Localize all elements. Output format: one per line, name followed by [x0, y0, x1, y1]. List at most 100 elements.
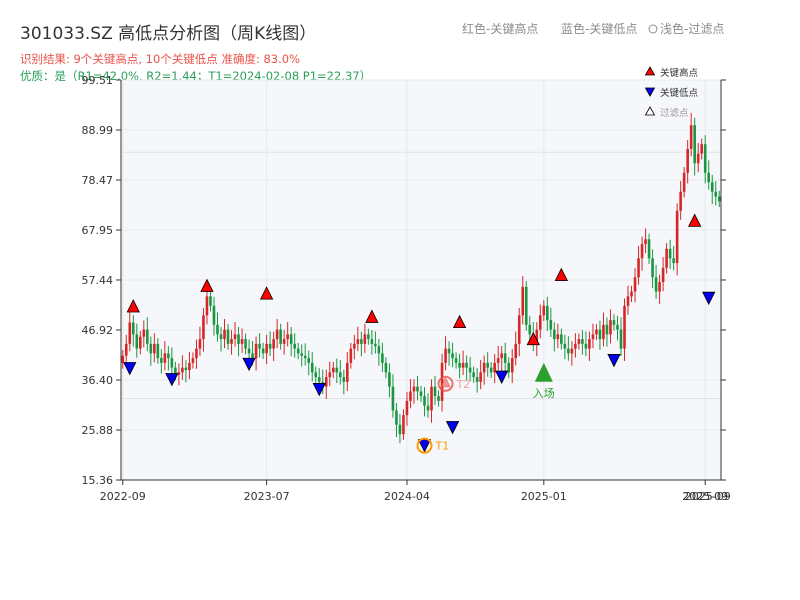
top-legend-light: 浅色-过滤点 — [660, 22, 724, 36]
candle-body — [363, 334, 367, 344]
candle-body — [619, 329, 623, 349]
candle-body — [693, 125, 696, 164]
candle-body — [265, 343, 268, 354]
candle-body — [581, 339, 584, 344]
y-tick-label: 15.36 — [82, 474, 114, 487]
candle-body — [553, 329, 556, 340]
t1-ring — [416, 437, 433, 454]
candle-body — [296, 348, 300, 354]
candle-body — [679, 191, 682, 211]
candle-body — [591, 334, 595, 340]
candle-body — [542, 305, 546, 316]
candle-body — [637, 258, 640, 278]
candle-body — [465, 362, 468, 368]
candle-body — [149, 343, 153, 354]
candle-body — [461, 362, 465, 368]
candle-body — [672, 258, 675, 264]
candle-body — [563, 343, 567, 349]
candle-body — [142, 329, 146, 337]
candle-body — [700, 144, 704, 154]
key-low-marker — [445, 421, 460, 435]
candle-body — [451, 353, 454, 359]
entry-marker — [534, 362, 553, 382]
candle-body — [556, 334, 560, 340]
candle-body — [146, 329, 149, 344]
x-tick-label: 2022-09 — [100, 490, 146, 503]
candle-body — [482, 362, 486, 373]
candle-body — [251, 353, 254, 359]
candle-body — [605, 324, 609, 335]
candle-body — [205, 296, 209, 316]
candle-body — [223, 329, 226, 340]
candle-body — [524, 286, 528, 325]
legend-entry: 关键低点 — [660, 87, 699, 99]
legend-marker — [644, 66, 656, 76]
candle-body — [128, 322, 132, 344]
annotations: T2 T1 入场 — [123, 213, 716, 454]
x-tick-label: 2025-01 — [521, 490, 567, 503]
candle-body — [486, 362, 489, 368]
candle-body — [163, 353, 167, 363]
candle-body — [644, 239, 647, 245]
key-high-marker — [526, 331, 540, 346]
candle-body — [219, 334, 223, 340]
candle-body — [626, 296, 630, 306]
candle-body — [496, 358, 500, 363]
candle-body — [609, 320, 612, 335]
key-low-marker — [495, 370, 509, 384]
candle-body — [177, 372, 181, 375]
candle-body — [717, 196, 721, 202]
candle-body — [124, 343, 128, 356]
candle-body — [560, 334, 563, 344]
candle-body — [549, 320, 553, 330]
candle-body — [409, 391, 412, 401]
candle-body — [454, 358, 458, 363]
candle-body — [279, 329, 282, 344]
key-high-marker — [200, 278, 214, 292]
top-legend-light-marker — [648, 24, 658, 34]
key-low-marker — [607, 354, 621, 368]
candle-body — [191, 358, 195, 363]
candle-body — [268, 343, 272, 349]
candle-body — [374, 343, 377, 347]
candle-body — [517, 315, 521, 344]
result-subtitle: 识别结果: 9个关键高点, 10个关键低点 准确度: 83.0% — [20, 52, 300, 66]
filtered-point-ring — [437, 375, 454, 392]
candle-body — [430, 386, 433, 411]
y-tick-label: 36.40 — [82, 374, 114, 387]
key-low-marker — [312, 383, 326, 397]
candle-body — [131, 322, 135, 335]
candle-body — [233, 334, 237, 340]
candle-body — [640, 244, 644, 259]
candle-body — [402, 415, 405, 435]
candle-body — [538, 315, 542, 330]
candle-body — [510, 358, 514, 373]
candle-body — [468, 367, 472, 373]
candle-body — [170, 358, 174, 368]
candle-body — [216, 324, 219, 335]
candle-body — [174, 367, 177, 375]
x-tick-label: 2025-09 — [682, 490, 728, 503]
candle-body — [282, 339, 286, 344]
candle-body — [342, 377, 346, 382]
candle-body — [574, 343, 577, 349]
candle-body — [423, 396, 426, 406]
candle-body — [686, 148, 689, 173]
y-tick-label: 78.47 — [82, 174, 114, 187]
candle-body — [198, 339, 202, 349]
candle-body — [661, 267, 665, 283]
axes: 15.36 25.88 36.40 46.92 57.44 67.95 78.47 88.99… — [82, 74, 731, 503]
candle-body — [346, 362, 349, 382]
candle-body — [675, 210, 679, 264]
candle-body — [475, 377, 479, 382]
candle-body — [181, 367, 184, 373]
candle-body — [458, 362, 461, 368]
y-tick-label: 25.88 — [82, 424, 114, 437]
key-low-marker — [702, 291, 716, 306]
candle-body — [286, 334, 289, 340]
candle-body — [588, 339, 591, 349]
key-high-marker — [452, 314, 467, 329]
candle-body — [507, 362, 511, 373]
